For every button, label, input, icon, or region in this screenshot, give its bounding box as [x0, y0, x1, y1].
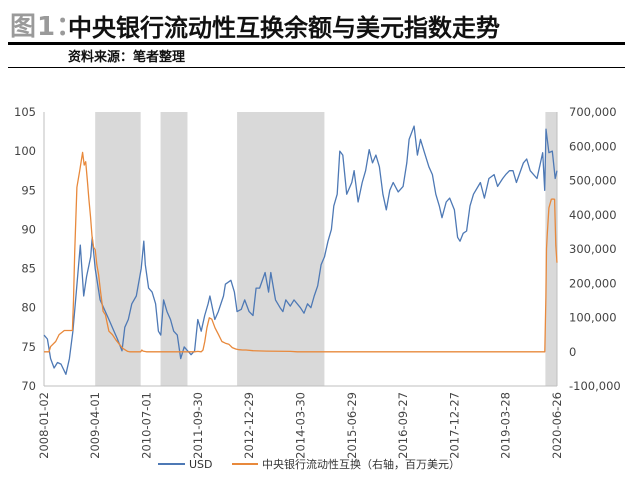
x-tick-label: 2012-12-29 [242, 392, 256, 459]
shaded-periods [95, 112, 557, 386]
x-axis-tick-labels: 2008-01-02 2009-04-01 2010-07-01 2011-09-30… [37, 392, 564, 459]
left-tick-label: 75 [21, 340, 36, 354]
dual-axis-line-chart: 70 75 80 85 90 95 100 105 -100,000 0 100,000 200,0… [14, 105, 621, 471]
legend: USD 中央银行流动性互换（右轴，百万美元） [158, 457, 460, 471]
left-tick-label: 70 [21, 379, 36, 393]
x-tick-label: 2010-07-01 [140, 392, 154, 459]
figure-header: 图1： 中央银行流动性互换余额与美元指数走势 资料来源：笔者整理 [8, 6, 625, 68]
right-tick-label: 400,000 [569, 208, 617, 222]
left-tick-label: 95 [21, 183, 36, 197]
shaded-period-4 [545, 112, 557, 386]
figure-label: 图1： [10, 12, 84, 42]
figure-source: 资料来源：笔者整理 [68, 50, 186, 65]
x-tick-label: 2017-12-27 [447, 392, 461, 459]
right-tick-label: 300,000 [569, 242, 617, 256]
legend-label-usd: USD [189, 458, 213, 471]
left-tick-label: 100 [14, 144, 36, 158]
source-rule-thin [8, 67, 625, 68]
right-tick-label: -100,000 [569, 379, 621, 393]
right-tick-label: 0 [569, 345, 576, 359]
right-tick-label: 500,000 [569, 174, 617, 188]
series-lines [43, 125, 558, 375]
axes [43, 112, 558, 387]
left-tick-label: 105 [14, 105, 36, 119]
x-tick-label: 2015-06-29 [345, 392, 359, 459]
x-tick-label: 2019-03-28 [499, 392, 513, 459]
right-tick-label: 700,000 [569, 105, 617, 119]
x-tick-label: 2020-06-26 [550, 392, 564, 459]
shaded-period-1 [95, 112, 141, 386]
figure-title: 中央银行流动性互换余额与美元指数走势 [68, 14, 500, 42]
left-tick-label: 80 [21, 301, 36, 315]
title-rule-thick [8, 42, 625, 45]
right-axis-tick-labels: -100,000 0 100,000 200,000 300,000 400,000 500… [569, 105, 621, 393]
right-tick-label: 600,000 [569, 139, 617, 153]
x-tick-label: 2014-03-30 [293, 392, 307, 459]
usd-index-line [43, 125, 558, 375]
legend-label-swap: 中央银行流动性互换（右轴，百万美元） [262, 457, 460, 471]
x-tick-label: 2008-01-02 [37, 392, 51, 459]
x-tick-label: 2011-09-30 [191, 392, 205, 459]
shaded-period-2 [160, 112, 188, 386]
swap-balance-line [44, 151, 558, 353]
right-tick-label: 100,000 [569, 311, 617, 325]
left-tick-label: 90 [21, 222, 36, 236]
right-tick-label: 200,000 [569, 276, 617, 290]
x-tick-label: 2016-09-27 [396, 392, 410, 459]
left-axis-tick-labels: 70 75 80 85 90 95 100 105 [14, 105, 36, 393]
left-tick-label: 85 [21, 262, 36, 276]
shaded-period-3 [237, 112, 325, 386]
x-tick-label: 2009-04-01 [88, 392, 102, 459]
